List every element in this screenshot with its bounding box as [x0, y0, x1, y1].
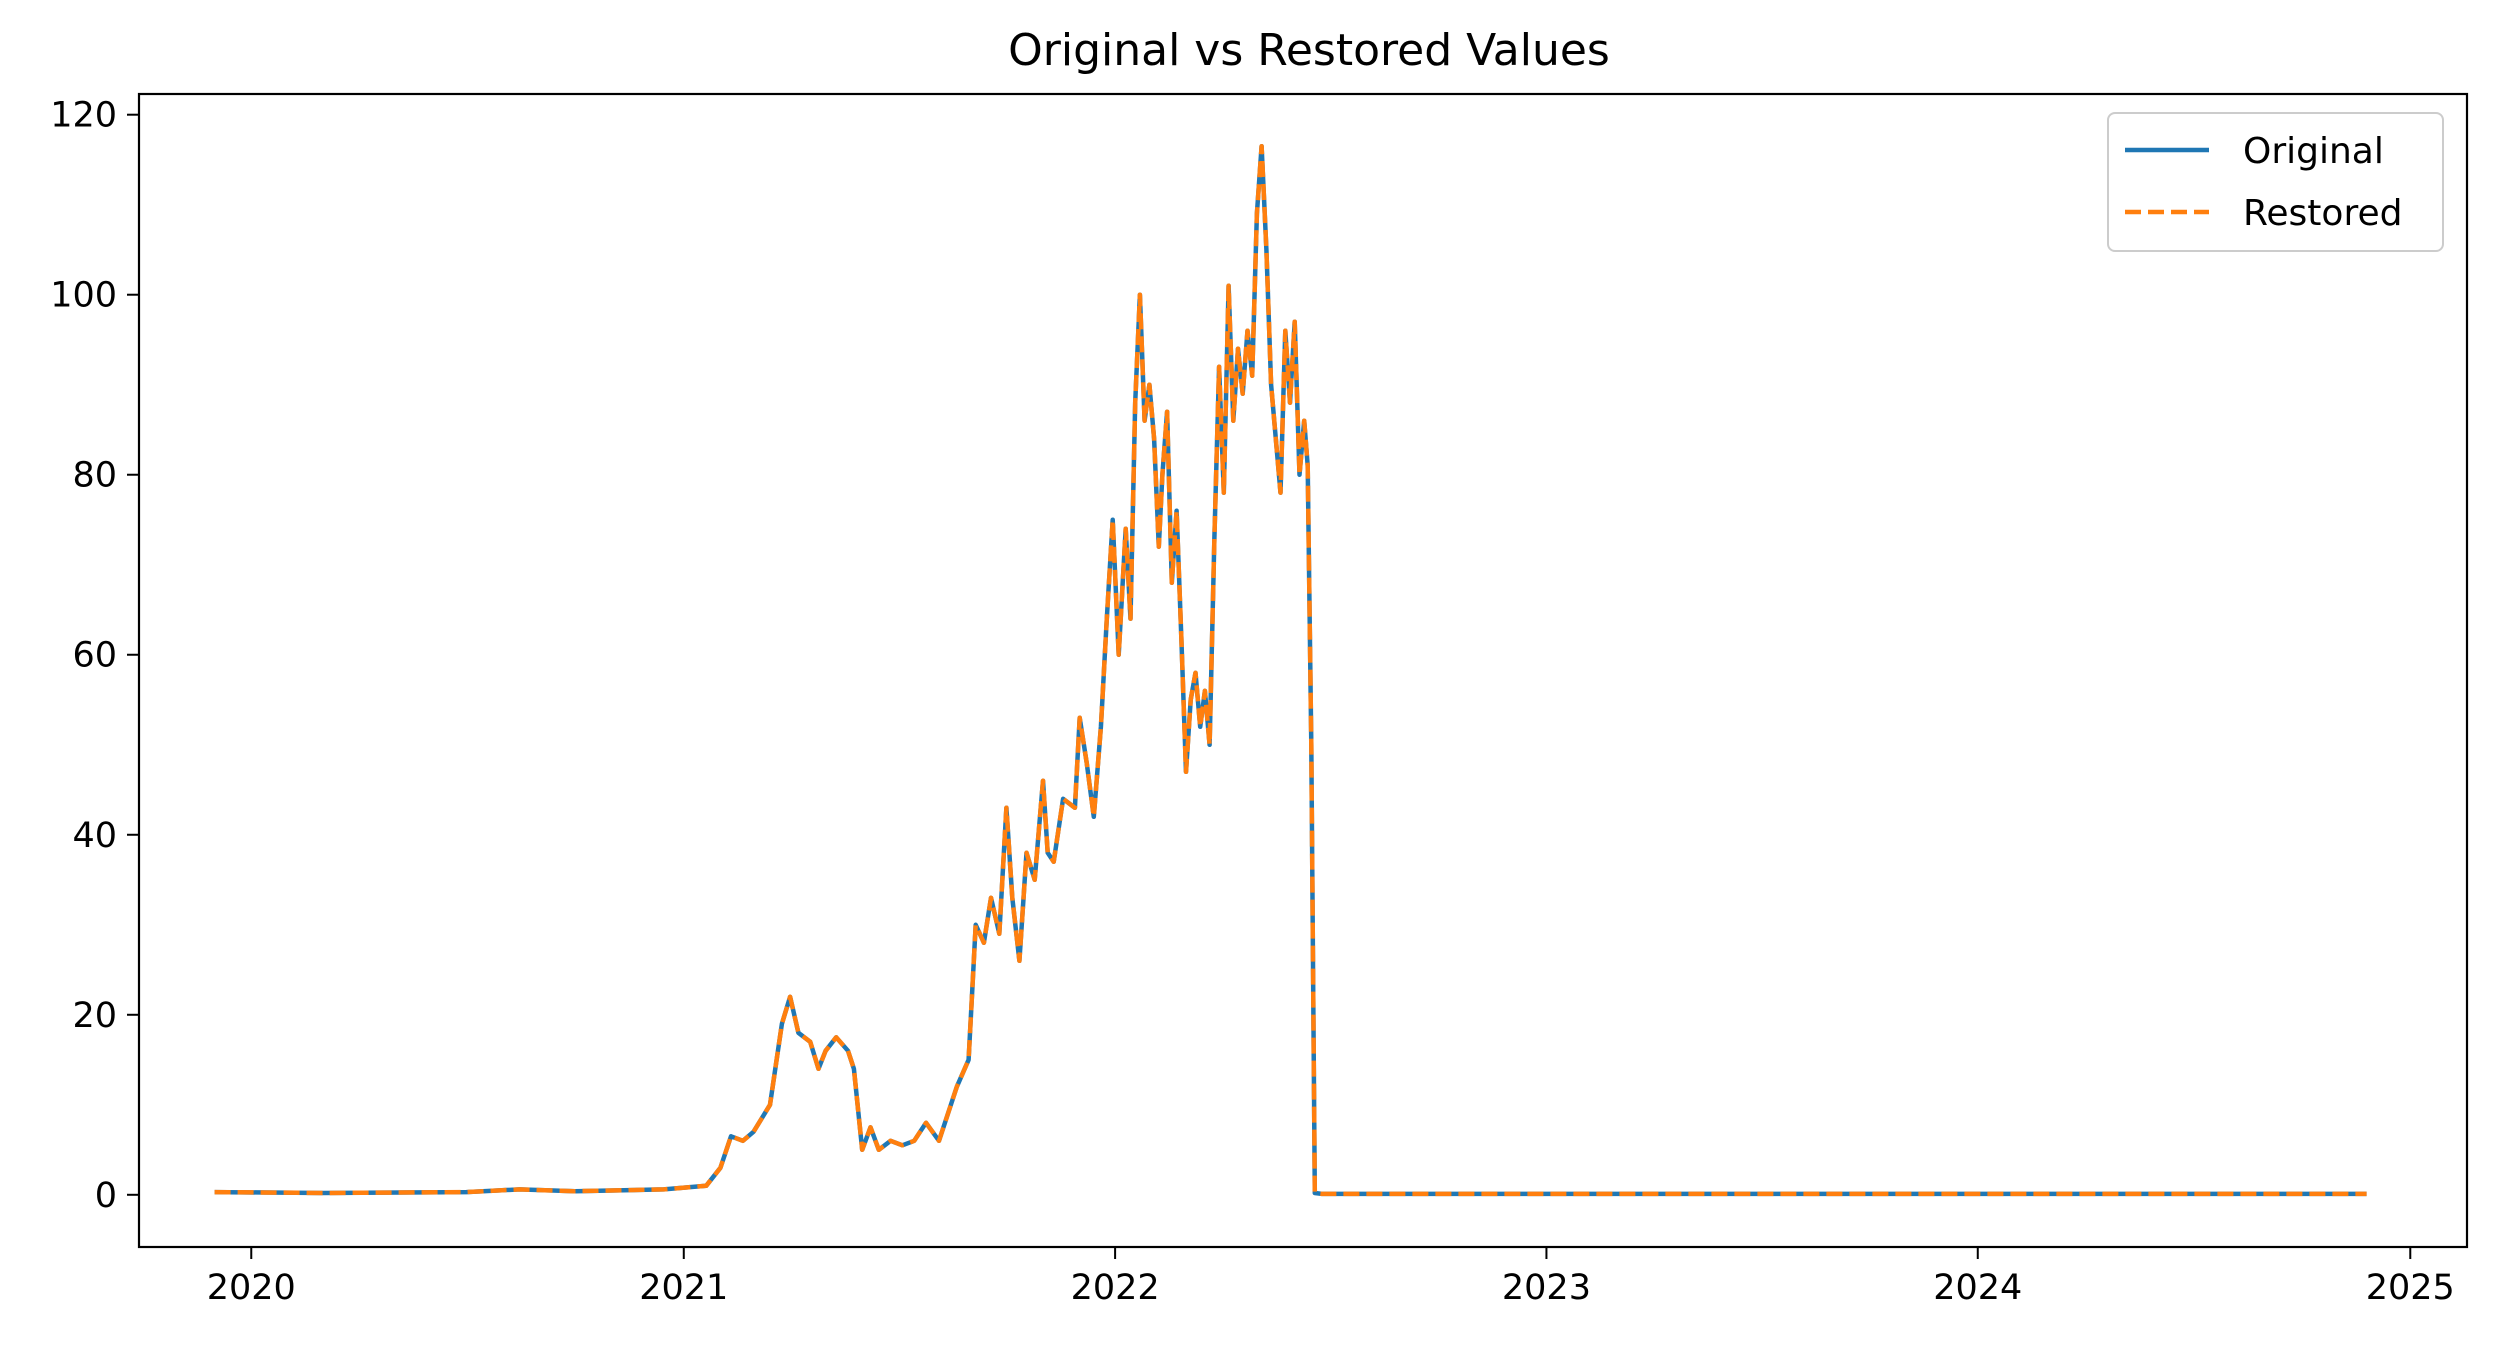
y-tick-label: 40: [72, 816, 117, 856]
y-tick-label: 80: [72, 456, 117, 496]
y-tick-label: 20: [72, 996, 117, 1036]
series-line-restored: [214, 143, 2367, 1197]
y-tick-label: 120: [50, 96, 117, 136]
y-axis: 0 20 40 60 80 100 120: [50, 96, 139, 1216]
y-tick-label: 60: [72, 636, 117, 676]
y-tick-label: 0: [95, 1176, 117, 1216]
x-tick-label: 2025: [2366, 1268, 2455, 1308]
x-tick-label: 2022: [1071, 1268, 1160, 1308]
legend: Original Restored: [2107, 112, 2444, 252]
x-tick-label: 2024: [1933, 1268, 2022, 1308]
x-axis: 2020 2021 2022 2023 2024 2025: [207, 1247, 2455, 1308]
y-tick-label: 100: [50, 276, 117, 316]
legend-label-restored: Restored: [2243, 193, 2402, 234]
x-tick-label: 2023: [1502, 1268, 1591, 1308]
x-tick-label: 2021: [639, 1268, 728, 1308]
legend-label-original: Original: [2243, 131, 2384, 172]
chart-title: Original vs Restored Values: [1008, 25, 1610, 76]
x-tick-label: 2020: [207, 1268, 296, 1308]
plot-area: [214, 143, 2367, 1197]
plot-frame: [137, 92, 2469, 1249]
legend-box: [2107, 112, 2444, 252]
